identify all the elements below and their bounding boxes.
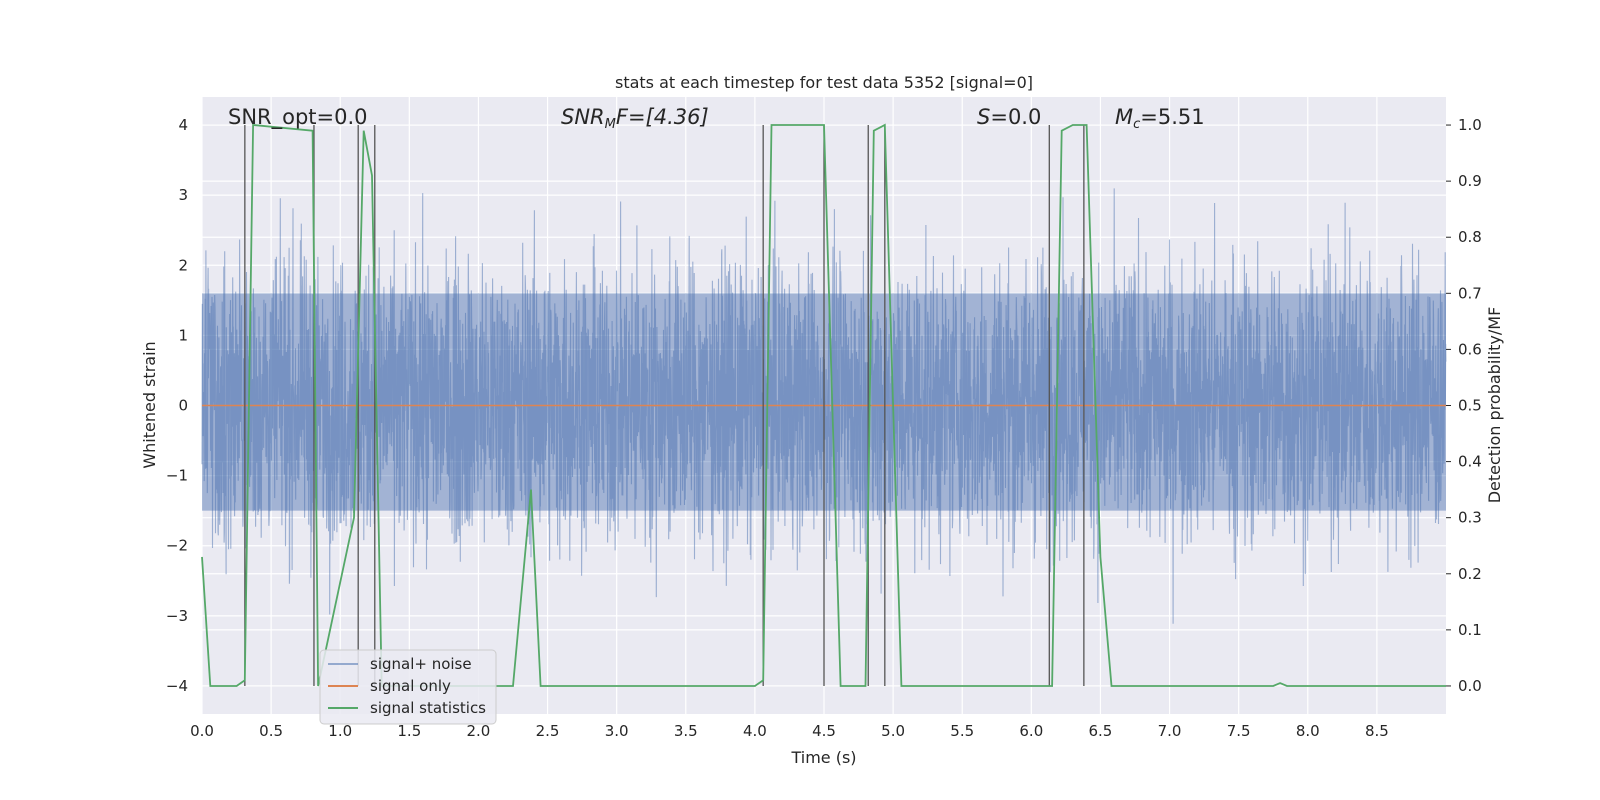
y2-axis-ticks: 1.0 0.9 0.8 0.7 0.6 0.5 0.4 0.3 0.2 0.1 0.0 [1446,116,1482,695]
annotation-snr-mf-sub: M [605,117,616,132]
x-tick-label: 5.5 [950,722,974,740]
annotation-snr-opt: SNR_opt=0.0 [228,105,368,130]
legend-label-signal: signal only [370,677,451,695]
y-axis-ticks: 4 3 2 1 0 −1 −2 −3 −4 [166,116,188,695]
y2-tick-label: 0.4 [1458,453,1482,471]
y2-tick-label: 0.6 [1458,340,1482,358]
y2-tick-label: 0.8 [1458,228,1482,246]
x-tick-label: 4.5 [812,722,836,740]
x-tick-label: 2.0 [467,722,491,740]
x-tick-label: 6.5 [1089,722,1113,740]
annotation-snr-mf: SNRMF=[4.36] [561,105,709,132]
x-tick-label: 7.0 [1158,722,1182,740]
annotation-s: S=0.0 [977,105,1041,129]
y2-tick-label: 0.2 [1458,565,1482,583]
vertical-markers [244,125,1085,686]
x-tick-label: 0.0 [190,722,214,740]
x-tick-label: 5.0 [881,722,905,740]
legend-label-noise: signal+ noise [370,655,472,673]
x-tick-label: 1.0 [328,722,352,740]
y-tick-label: 0 [178,397,188,415]
y-tick-label: −1 [166,467,188,485]
x-tick-label: 3.0 [605,722,629,740]
y-tick-label: −4 [166,677,188,695]
annotations: SNR_opt=0.0 SNRMF=[4.36] S=0.0 Mc=5.51 [228,105,1205,132]
x-tick-label: 0.5 [259,722,283,740]
x-axis-ticks: 0.0 0.5 1.0 1.5 2.0 2.5 3.0 3.5 4.0 4.5 5.0 5.5 6.0 6… [190,722,1389,740]
annotation-mc-sub: c [1133,117,1140,132]
x-tick-label: 3.5 [674,722,698,740]
y-axis-label: Whitened strain [140,341,159,468]
y-tick-label: 1 [178,326,188,344]
y2-tick-label: 0.0 [1458,677,1482,695]
y-tick-label: 3 [178,186,188,204]
y-tick-label: 4 [178,116,188,134]
x-tick-label: 8.0 [1296,722,1320,740]
x-tick-label: 6.0 [1019,722,1043,740]
y2-tick-label: 0.5 [1458,397,1482,415]
legend-label-stats: signal statistics [370,699,486,717]
annotation-s-italic: S [977,105,990,129]
annotation-s-rest: =0.0 [990,105,1041,129]
annotation-mc-italic: M [1115,105,1133,129]
signal-statistics-line [201,123,1446,687]
y-tick-label: −3 [166,607,188,625]
annotation-mc-rest: =5.51 [1140,105,1204,129]
y2-tick-label: 0.9 [1458,172,1482,190]
signal-statistics-series [201,123,1446,687]
x-tick-label: 2.5 [536,722,560,740]
legend-box [319,649,497,725]
y2-tick-label: 0.3 [1458,509,1482,527]
y-tick-label: −2 [166,537,188,555]
y-tick-label: 2 [178,256,188,274]
y2-tick-label: 0.7 [1458,284,1482,302]
annotation-mc: Mc=5.51 [1115,105,1205,132]
chart-title: stats at each timestep for test data 535… [615,73,1033,92]
legend: signal+ noise signal only signal statist… [319,649,497,725]
y2-tick-label: 1.0 [1458,116,1482,134]
y2-axis-label: Detection probability/MF [1485,307,1504,504]
x-tick-label: 7.5 [1227,722,1251,740]
annotation-snr-mf-main: SNR [561,105,605,129]
x-axis-label: Time (s) [790,748,856,767]
x-tick-label: 1.5 [397,722,421,740]
y2-tick-label: 0.1 [1458,621,1482,639]
x-tick-label: 8.5 [1365,722,1389,740]
annotation-snr-mf-rest: F=[4.36] [616,105,709,129]
x-tick-label: 4.0 [743,722,767,740]
